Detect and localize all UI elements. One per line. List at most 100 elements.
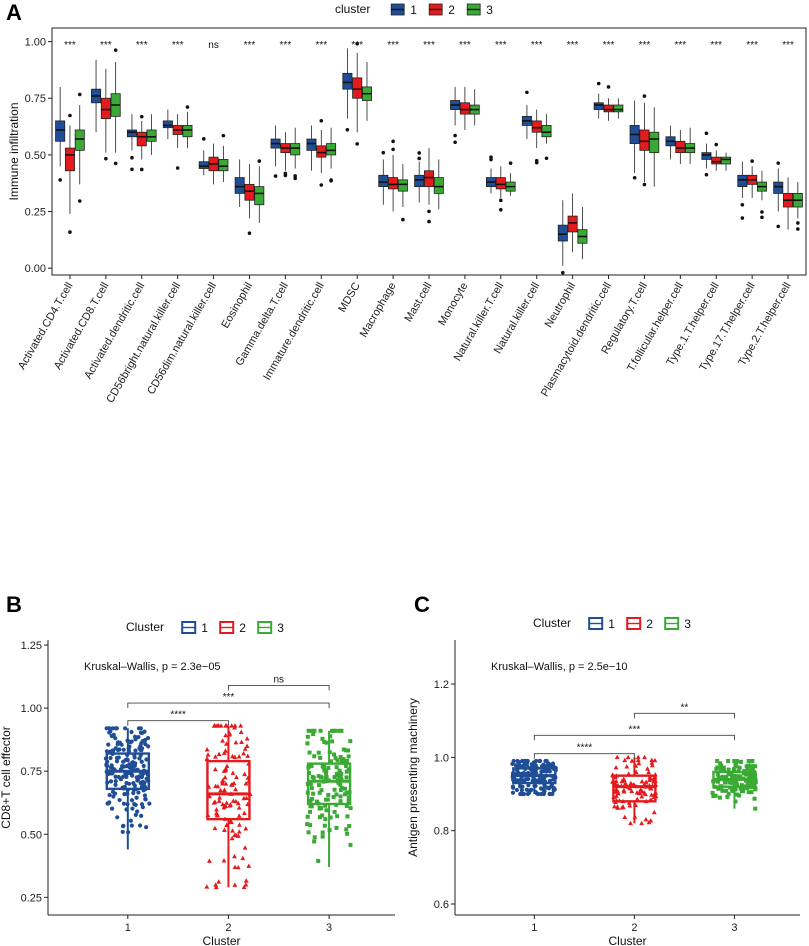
data-point xyxy=(124,780,129,786)
data-point xyxy=(242,746,248,751)
box-a-Type.2.T.helper.cell-cluster-1 xyxy=(773,161,784,229)
data-point xyxy=(309,764,314,769)
data-point xyxy=(220,738,226,743)
legend-icon-a-2 xyxy=(428,3,443,16)
data-point xyxy=(733,780,738,785)
data-point xyxy=(513,763,519,768)
data-point xyxy=(649,762,655,768)
data-point xyxy=(108,765,113,770)
data-point xyxy=(518,791,523,797)
box-a-Regulatory.T.cell-cluster-3 xyxy=(649,107,660,187)
data-point xyxy=(114,755,120,761)
data-point xyxy=(738,759,743,764)
box-a-T.follicular.helper.cell-cluster-3 xyxy=(685,127,696,164)
data-point xyxy=(128,818,133,823)
data-point xyxy=(332,809,337,814)
outlier-point xyxy=(77,92,82,97)
data-point xyxy=(139,813,144,818)
box-a-Activated.CD4.T.cell-cluster-1 xyxy=(55,86,66,182)
data-point xyxy=(221,750,227,755)
data-point xyxy=(229,819,234,825)
data-point xyxy=(341,747,346,752)
data-point xyxy=(243,882,249,887)
data-point xyxy=(339,785,344,790)
data-point xyxy=(124,757,130,762)
data-point xyxy=(328,734,333,739)
data-point xyxy=(750,764,755,769)
significance-a-13: *** xyxy=(531,40,543,51)
data-point xyxy=(147,801,152,806)
box-body xyxy=(136,131,147,147)
comparison-bracket-b-1-2: **** xyxy=(127,710,229,726)
data-point xyxy=(242,845,248,850)
data-point xyxy=(121,801,127,806)
data-point xyxy=(110,748,116,754)
box-body xyxy=(290,143,301,156)
data-point xyxy=(229,723,235,728)
significance-a-5: *** xyxy=(244,40,256,51)
data-point xyxy=(318,755,323,760)
box-a-Gamma.delta.T.cell-cluster-3 xyxy=(290,127,301,181)
data-point xyxy=(318,728,323,733)
box-a-Eosinophil-cluster-2 xyxy=(244,163,255,235)
box-a-Mast.cell-cluster-3 xyxy=(433,159,444,210)
box-body xyxy=(495,177,506,190)
bracket-line xyxy=(127,702,330,709)
data-point xyxy=(239,739,244,745)
box-a-MDSC-cluster-1 xyxy=(342,48,353,132)
data-point xyxy=(236,754,242,759)
data-point xyxy=(146,744,151,749)
data-point xyxy=(749,780,754,785)
significance-a-0: *** xyxy=(64,40,76,51)
bracket-label: *** xyxy=(223,692,235,703)
data-point xyxy=(328,815,333,820)
data-point xyxy=(109,733,114,739)
data-point xyxy=(222,803,228,808)
data-point xyxy=(236,813,242,818)
legend-label-c-1: 1 xyxy=(608,617,615,631)
data-point xyxy=(337,768,342,773)
data-point xyxy=(117,740,122,745)
data-point xyxy=(643,816,649,822)
data-point xyxy=(216,879,222,884)
data-point xyxy=(324,740,329,745)
data-point xyxy=(142,729,147,734)
box-a-Type.1.T.helper.cell-cluster-3 xyxy=(721,152,732,171)
data-point xyxy=(734,774,739,779)
data-point xyxy=(322,739,327,744)
data-point xyxy=(332,775,337,780)
data-point xyxy=(346,767,351,772)
box-body xyxy=(711,156,722,165)
x-tick-label-a-3: CD56bright.natural.killer.cell xyxy=(104,281,183,406)
data-point xyxy=(214,811,220,817)
data-point xyxy=(538,786,544,791)
data-point xyxy=(121,747,126,752)
data-point xyxy=(338,788,343,793)
box-body xyxy=(234,177,245,194)
data-point xyxy=(527,788,532,793)
data-point xyxy=(714,766,719,771)
data-point xyxy=(142,793,148,798)
y-tick-label-a-4: 1.00 xyxy=(25,37,46,49)
bracket-line xyxy=(633,712,735,719)
data-point xyxy=(129,798,135,803)
data-point xyxy=(232,832,238,837)
legend-label-c-3: 3 xyxy=(684,617,691,631)
box-b-cluster-3 xyxy=(305,728,353,868)
data-point xyxy=(335,758,340,763)
data-point xyxy=(734,759,739,763)
data-point xyxy=(133,802,138,808)
box-body xyxy=(55,120,66,142)
legend-label-b-2: 2 xyxy=(239,621,246,635)
data-point xyxy=(718,761,723,766)
data-point xyxy=(215,783,221,789)
data-point xyxy=(615,805,621,810)
data-point xyxy=(114,759,120,764)
box-body xyxy=(100,97,111,120)
data-point xyxy=(243,826,249,831)
significance-a-9: *** xyxy=(387,40,399,51)
data-point xyxy=(130,806,135,811)
data-point xyxy=(332,728,337,733)
box-body xyxy=(557,224,568,242)
data-point xyxy=(620,804,626,809)
